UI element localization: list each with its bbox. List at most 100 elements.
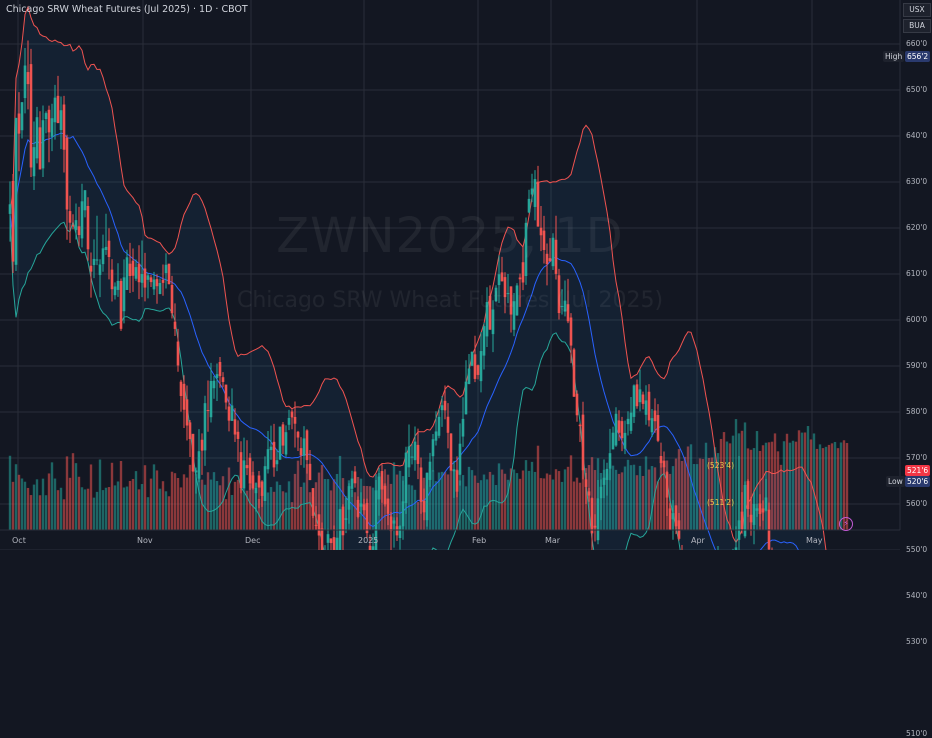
y-tick-label: 540'0 xyxy=(906,591,928,600)
volume-bar xyxy=(284,492,288,530)
candle-body xyxy=(143,268,147,288)
candle-body xyxy=(476,365,480,375)
candle-body xyxy=(353,471,357,484)
currency-bua-button[interactable]: BUA xyxy=(903,19,931,33)
volume-bar xyxy=(566,466,570,530)
volume-bar xyxy=(101,490,105,530)
candle-body xyxy=(158,282,162,295)
volume-bar xyxy=(698,458,702,530)
candle-body xyxy=(617,420,621,433)
y-tick-label: 560'0 xyxy=(906,499,928,508)
volume-bar xyxy=(647,469,651,530)
volume-bar xyxy=(758,450,762,530)
volume-bar xyxy=(635,475,639,530)
high-label: High xyxy=(883,51,905,62)
candle-body xyxy=(623,432,627,449)
volume-bar xyxy=(731,435,735,530)
candle-body xyxy=(650,418,654,433)
volume-bar xyxy=(518,478,522,530)
volume-bar xyxy=(836,448,840,530)
volume-bar xyxy=(644,456,648,530)
volume-bar xyxy=(41,478,45,530)
candle-body xyxy=(275,460,279,465)
candle-body xyxy=(365,502,369,534)
candle-body xyxy=(194,470,198,473)
x-tick-label: 2025 xyxy=(358,536,379,545)
volume-bar xyxy=(65,456,69,530)
candle-body xyxy=(350,478,354,489)
lightning-icon[interactable]: ⚡ xyxy=(839,517,853,531)
candle-body xyxy=(665,472,669,498)
x-tick-label: Apr xyxy=(691,536,705,545)
volume-bar xyxy=(458,480,462,530)
candle-body xyxy=(332,537,336,550)
volume-bar xyxy=(434,481,438,530)
volume-bar xyxy=(770,441,774,530)
volume-bar xyxy=(692,464,696,530)
currency-usx-button[interactable]: USX xyxy=(903,3,931,17)
volume-bar xyxy=(824,446,828,530)
volume-bar xyxy=(803,432,807,530)
volume-bar xyxy=(701,458,705,530)
volume-bar xyxy=(14,464,18,530)
candle-body xyxy=(437,416,441,436)
candle-body xyxy=(452,469,456,472)
candle-body xyxy=(89,265,93,272)
candle-body xyxy=(578,424,582,427)
candle-body xyxy=(296,431,300,438)
volume-bar xyxy=(734,419,738,530)
volume-bar xyxy=(11,481,15,530)
watermark-symbol: ZWN2025, 1D xyxy=(276,208,624,264)
volume-bar xyxy=(335,473,339,530)
volume-bar xyxy=(659,460,663,530)
volume-bar xyxy=(341,478,345,530)
volume-bar xyxy=(293,473,297,530)
volume-bar xyxy=(569,455,573,530)
volume-bar xyxy=(137,489,141,530)
volume-bar xyxy=(545,473,549,530)
volume-bar xyxy=(155,470,159,530)
candle-body xyxy=(206,410,210,412)
candle-body xyxy=(116,280,120,290)
volume-bar xyxy=(551,479,555,530)
y-tick-label: 620'0 xyxy=(906,223,928,232)
candle-body xyxy=(515,285,519,316)
candle-body xyxy=(479,351,483,382)
candle-body xyxy=(317,514,321,536)
candle-body xyxy=(587,491,591,496)
volume-bar xyxy=(782,441,786,530)
candle-body xyxy=(440,405,444,411)
volume-bar xyxy=(62,499,66,530)
volume-bar xyxy=(272,491,276,530)
volume-bar xyxy=(602,469,606,530)
volume-bar xyxy=(503,473,507,530)
volume-bar xyxy=(119,461,123,530)
candle-body xyxy=(137,263,141,283)
candle-body xyxy=(443,400,447,411)
volume-bar xyxy=(26,487,30,530)
candle-body xyxy=(659,456,663,464)
volume-bar xyxy=(353,492,357,530)
volume-bar xyxy=(578,482,582,530)
candle-body xyxy=(254,487,258,494)
volume-bar xyxy=(716,453,720,530)
candle-body xyxy=(302,438,306,456)
volume-bar xyxy=(296,460,300,530)
candle-body xyxy=(401,501,405,527)
candle-body xyxy=(536,181,540,227)
candle-body xyxy=(482,326,486,356)
volume-bar xyxy=(104,487,108,530)
low-label: Low xyxy=(886,476,905,487)
volume-bar xyxy=(707,457,711,530)
bollinger-basis-line xyxy=(9,132,799,550)
candle-body xyxy=(176,341,180,366)
candle-body xyxy=(245,465,249,469)
candle-body xyxy=(599,486,603,499)
watermark-name: Chicago SRW Wheat Futures (Jul 2025) xyxy=(236,288,664,313)
candle-body xyxy=(68,211,72,223)
candle-body xyxy=(122,277,126,312)
volume-bar xyxy=(80,487,84,530)
volume-bar xyxy=(539,478,543,530)
candle-body xyxy=(500,272,504,282)
volume-bar xyxy=(809,439,813,530)
